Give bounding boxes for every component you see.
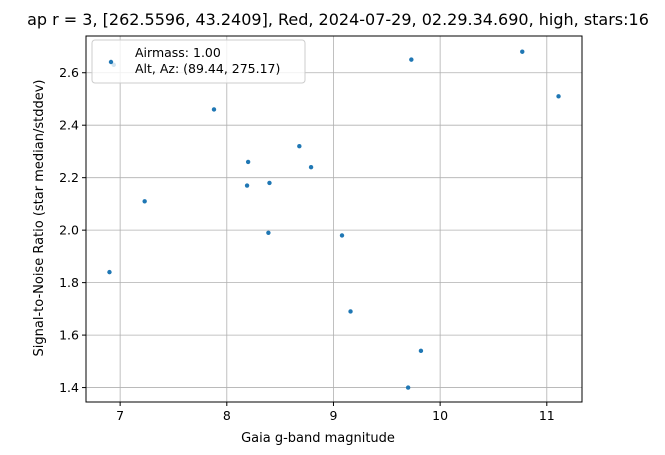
y-tick-label: 2.6: [59, 65, 79, 80]
y-tick-label: 2.0: [59, 223, 79, 238]
data-point: [297, 143, 302, 149]
data-point: [142, 199, 147, 204]
legend-airmass: Airmass: 1.00: [135, 45, 221, 60]
x-tick-label: 10: [432, 408, 448, 423]
x-axis-ticks: 7 8 9 10 11: [116, 402, 555, 423]
y-tick-label: 1.6: [59, 328, 79, 343]
y-tick-label: 1.4: [59, 380, 79, 395]
y-tick-label: 2.4: [59, 118, 79, 133]
data-point: [556, 94, 561, 99]
data-point: [339, 233, 345, 238]
data-point: [245, 159, 251, 165]
data-point: [308, 164, 314, 170]
data-point: [244, 183, 250, 188]
data-point: [348, 309, 353, 314]
data-point: [211, 107, 217, 112]
grid: [86, 36, 582, 402]
legend: Airmass: 1.00 Alt, Az: (89.44, 275.17): [91, 39, 306, 84]
y-tick-label: 2.2: [59, 170, 79, 185]
x-axis-label: Gaia g-band magnitude: [241, 431, 395, 446]
data-point: [267, 180, 272, 186]
data-point: [520, 49, 525, 54]
data-point: [107, 269, 112, 275]
data-point: [409, 57, 414, 62]
data-point: [418, 348, 424, 354]
data-points: [107, 49, 561, 390]
data-point: [405, 385, 411, 390]
x-tick-label: 7: [116, 408, 124, 423]
y-axis-ticks: 1.4 1.6 1.8 2.0 2.2 2.4 2.6: [59, 65, 86, 395]
chart-title: ap r = 3, [262.5596, 43.2409], Red, 2024…: [27, 10, 649, 29]
legend-marker: [108, 59, 114, 65]
x-tick-label: 8: [223, 408, 231, 423]
x-tick-label: 9: [329, 408, 337, 423]
legend-box: [91, 39, 306, 84]
plot-frame: [85, 35, 583, 403]
y-axis-label: Signal-to-Noise Ratio (star median/stdde…: [32, 80, 47, 357]
x-tick-label: 11: [539, 408, 555, 423]
y-tick-label: 1.8: [59, 275, 79, 290]
legend-alt-az: Alt, Az: (89.44, 275.17): [135, 61, 280, 76]
data-point: [266, 230, 271, 235]
